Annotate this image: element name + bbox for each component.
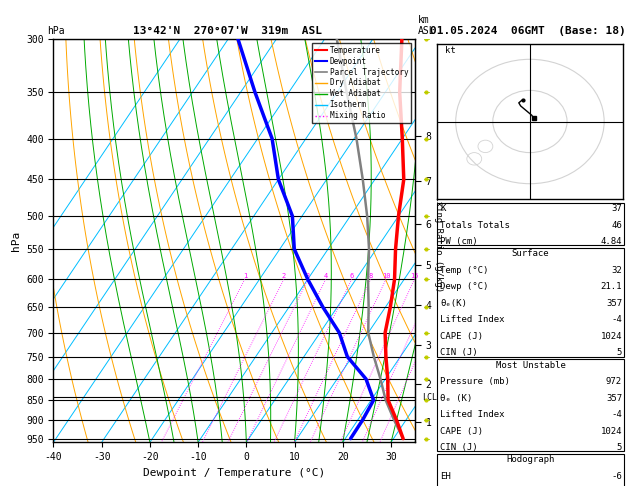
Text: -4: -4 [611, 410, 622, 419]
X-axis label: Dewpoint / Temperature (°C): Dewpoint / Temperature (°C) [143, 468, 325, 478]
Text: CAPE (J): CAPE (J) [440, 427, 483, 436]
Text: 4: 4 [324, 273, 328, 279]
Text: Totals Totals: Totals Totals [440, 221, 510, 230]
Legend: Temperature, Dewpoint, Parcel Trajectory, Dry Adiabat, Wet Adiabat, Isotherm, Mi: Temperature, Dewpoint, Parcel Trajectory… [312, 43, 411, 123]
Y-axis label: Mixing Ratio (g/kg): Mixing Ratio (g/kg) [433, 190, 443, 292]
Text: Pressure (mb): Pressure (mb) [440, 377, 510, 386]
Text: θₑ(K): θₑ(K) [440, 299, 467, 308]
Text: 357: 357 [606, 299, 622, 308]
Text: kt: kt [445, 46, 455, 55]
Text: LCL: LCL [422, 393, 437, 402]
Text: Most Unstable: Most Unstable [496, 361, 565, 370]
Text: 2: 2 [282, 273, 286, 279]
Text: 32: 32 [611, 266, 622, 275]
Text: K: K [440, 204, 446, 213]
Text: EH: EH [440, 472, 451, 481]
Text: θₑ (K): θₑ (K) [440, 394, 472, 403]
Text: 10: 10 [382, 273, 390, 279]
Text: 1: 1 [243, 273, 247, 279]
Text: 4.84: 4.84 [601, 237, 622, 246]
Text: Lifted Index: Lifted Index [440, 410, 505, 419]
Text: 37: 37 [611, 204, 622, 213]
Text: 13°42'N  270°07'W  319m  ASL: 13°42'N 270°07'W 319m ASL [133, 26, 322, 36]
Text: 1024: 1024 [601, 427, 622, 436]
Text: 5: 5 [616, 443, 622, 452]
Text: 15: 15 [410, 273, 419, 279]
Text: 1024: 1024 [601, 332, 622, 341]
Text: Lifted Index: Lifted Index [440, 315, 505, 325]
Text: 5: 5 [616, 348, 622, 358]
Text: km
ASL: km ASL [418, 15, 436, 36]
Text: Temp (°C): Temp (°C) [440, 266, 489, 275]
Text: Dewp (°C): Dewp (°C) [440, 282, 489, 292]
Text: -4: -4 [611, 315, 622, 325]
Text: hPa: hPa [47, 26, 65, 36]
Text: -6: -6 [611, 472, 622, 481]
Text: 3: 3 [306, 273, 310, 279]
Text: 6: 6 [350, 273, 354, 279]
Text: CAPE (J): CAPE (J) [440, 332, 483, 341]
Text: 972: 972 [606, 377, 622, 386]
Text: Hodograph: Hodograph [506, 455, 555, 465]
Text: 46: 46 [611, 221, 622, 230]
Text: 21.1: 21.1 [601, 282, 622, 292]
Text: Surface: Surface [512, 249, 549, 259]
Y-axis label: hPa: hPa [11, 230, 21, 251]
Text: PW (cm): PW (cm) [440, 237, 478, 246]
Text: 01.05.2024  06GMT  (Base: 18): 01.05.2024 06GMT (Base: 18) [430, 26, 626, 36]
Text: CIN (J): CIN (J) [440, 443, 478, 452]
Text: 357: 357 [606, 394, 622, 403]
Text: CIN (J): CIN (J) [440, 348, 478, 358]
Text: 8: 8 [369, 273, 373, 279]
